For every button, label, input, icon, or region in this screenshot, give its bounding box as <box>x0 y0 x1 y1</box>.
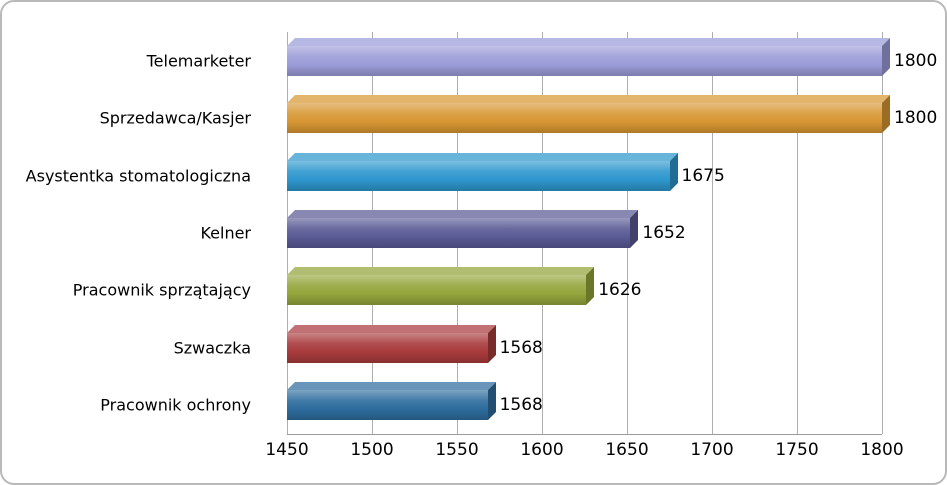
category-label-szwaczka: Szwaczka <box>173 338 251 358</box>
category-label-pracownik-ochrony: Pracownik ochrony <box>100 395 251 415</box>
bar-top-face <box>287 210 639 218</box>
bar-sprzedawca-kasjer <box>287 95 890 134</box>
bar-end-face <box>630 210 639 248</box>
value-label-telemarketer: 1800 <box>894 50 938 71</box>
value-label-pracownik-sprz-taj-cy: 1626 <box>598 280 642 301</box>
bar-end-face <box>882 95 890 134</box>
bar-pracownik-ochrony <box>287 382 496 421</box>
gridline-1800 <box>882 32 883 434</box>
value-label-szwaczka: 1568 <box>499 337 543 358</box>
x-tick-label-1550: 1550 <box>435 440 479 460</box>
x-tick-label-1450: 1450 <box>265 440 309 460</box>
bar-end-face <box>487 324 496 363</box>
category-label-sprzedawca-kasjer: Sprzedawca/Kasjer <box>99 108 251 128</box>
bar-kelner <box>287 210 639 248</box>
x-tick-label-1700: 1700 <box>690 440 734 460</box>
bar-top-face <box>287 382 496 391</box>
bar-pracownik-sprz-taj-cy <box>287 267 595 306</box>
bar-top-face <box>287 267 595 276</box>
x-tick-label-1600: 1600 <box>520 440 564 460</box>
bar-top-face <box>287 324 496 333</box>
gridline-1700 <box>712 32 713 434</box>
value-axis: 1450 1500 1550 1600 1650 1700 1750 1800 <box>265 440 903 468</box>
plot-area: 1800 1800 1675 1652 1626 1568 1568 <box>287 32 937 435</box>
bar-asystentka-stomatologiczna <box>287 152 678 191</box>
bar-end-face <box>487 382 496 421</box>
x-tick-label-1650: 1650 <box>605 440 649 460</box>
value-label-sprzedawca-kasjer: 1800 <box>894 108 938 129</box>
category-axis: Telemarketer Sprzedawca/Kasjer Asystentka … <box>2 2 267 483</box>
x-tick-label-1750: 1750 <box>775 440 819 460</box>
category-label-asystentka-stomatologiczna: Asystentka stomatologiczna <box>25 166 251 186</box>
gridline-1750 <box>797 32 798 434</box>
value-label-asystentka-stomatologiczna: 1675 <box>681 165 725 186</box>
bar-telemarketer <box>287 37 890 76</box>
value-label-pracownik-ochrony: 1568 <box>499 395 543 416</box>
bar-top-face <box>287 95 890 104</box>
category-label-kelner: Kelner <box>200 223 251 243</box>
x-tick-label-1500: 1500 <box>350 440 394 460</box>
bar-top-face <box>287 152 678 161</box>
bar-top-face <box>287 37 890 46</box>
category-label-pracownik-sprz-taj-cy: Pracownik sprzątający <box>72 280 251 300</box>
value-label-kelner: 1652 <box>642 223 686 243</box>
bar-szwaczka <box>287 324 496 363</box>
bar-end-face <box>882 37 890 76</box>
bar-end-face <box>586 267 595 306</box>
x-tick-label-1800: 1800 <box>860 440 904 460</box>
category-label-telemarketer: Telemarketer <box>146 51 251 71</box>
